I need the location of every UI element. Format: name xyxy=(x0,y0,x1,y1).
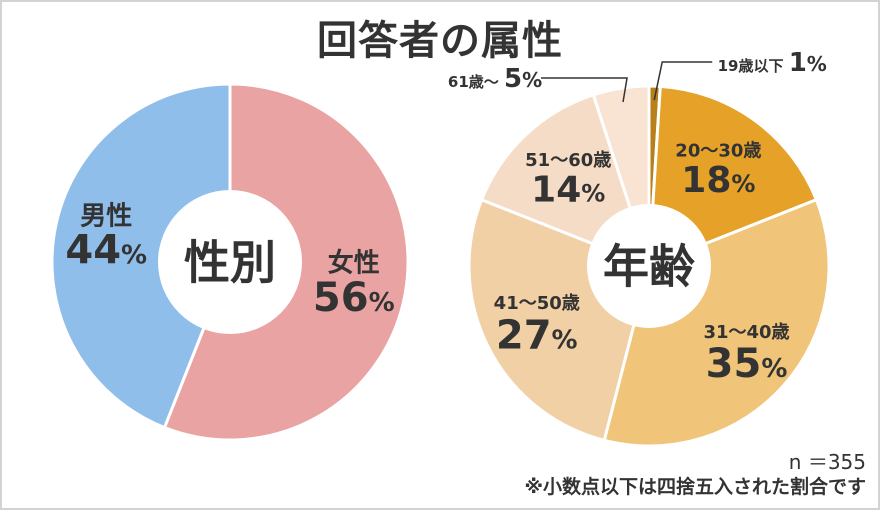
slice-1 xyxy=(50,82,232,430)
slice-label-0: 19歳以下 1% xyxy=(718,48,827,78)
donut-hole xyxy=(158,190,302,334)
center-label: 性別 xyxy=(184,236,276,290)
center-label: 年齢 xyxy=(603,240,695,294)
donut-hole xyxy=(587,204,711,328)
slice-name-1: 20～30歳 xyxy=(675,141,761,162)
slice-value-1: 44% xyxy=(65,228,147,274)
slice-name-1: 男性 xyxy=(80,201,132,231)
slice-name-3: 41～50歳 xyxy=(494,293,580,314)
slice-value-1: 18% xyxy=(681,160,755,201)
slice-name-0: 女性 xyxy=(328,248,380,279)
sample-size-note: n ＝355 xyxy=(788,450,866,474)
page-title: 回答者の属性 xyxy=(317,18,563,64)
slice-value-4: 14% xyxy=(531,169,605,210)
slice-label-5: 61歳～ 5% xyxy=(448,64,542,94)
slice-name-4: 51～60歳 xyxy=(525,150,611,171)
slice-2 xyxy=(602,197,831,448)
slice-value-3: 27% xyxy=(496,312,578,358)
slice-value-2: 35% xyxy=(706,341,788,387)
leader-line-5 xyxy=(541,77,628,103)
rounding-note: ※小数点以下は四捨五入された割合です xyxy=(524,476,866,498)
leader-line-0 xyxy=(653,61,713,101)
slice-value-0: 56% xyxy=(313,275,395,321)
slice-name-2: 31～40歳 xyxy=(703,322,789,343)
